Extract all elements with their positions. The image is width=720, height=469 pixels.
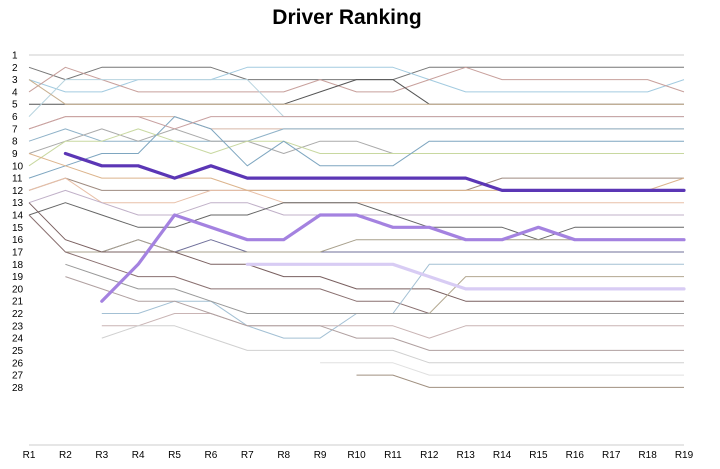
y-tick-label: 27 [12, 371, 24, 382]
highlight-series-line-1 [63, 151, 686, 192]
background-series-line-28 [28, 116, 684, 130]
background-series-line-14 [28, 202, 684, 241]
x-tick-label: R18 [638, 450, 657, 461]
y-tick-label: 9 [12, 149, 18, 160]
y-tick-label: 18 [12, 260, 24, 271]
x-tick-label: R13 [456, 450, 475, 461]
y-tick-label: 12 [12, 186, 24, 197]
x-tick-label: R4 [132, 450, 145, 461]
background-series-line-10 [28, 116, 684, 179]
y-tick-label: 25 [12, 346, 24, 357]
background-series-line-17 [28, 202, 684, 302]
background-series-line-1 [28, 66, 684, 81]
x-tick-label: R3 [95, 450, 108, 461]
y-tick-label: 6 [12, 112, 18, 123]
y-tick-label: 1 [12, 51, 18, 62]
x-tick-label: R7 [241, 450, 254, 461]
x-tick-label: R5 [168, 450, 181, 461]
x-tick-label: R19 [675, 450, 694, 461]
background-series-line-21 [65, 263, 684, 314]
y-tick-label: 24 [12, 334, 24, 345]
x-tick-label: R9 [314, 450, 327, 461]
background-series-line-26 [356, 374, 684, 388]
x-tick-label: R10 [347, 450, 366, 461]
background-series-line-27 [28, 79, 684, 105]
y-tick-label: 26 [12, 358, 24, 369]
background-series-line-25 [320, 362, 684, 376]
x-tick-label: R8 [277, 450, 290, 461]
y-tick-label: 22 [12, 309, 24, 320]
y-tick-label: 4 [12, 87, 18, 98]
y-tick-label: 8 [12, 137, 18, 148]
grid-lines [29, 54, 684, 446]
background-series-line-7 [28, 128, 684, 142]
y-tick-label: 14 [12, 211, 24, 222]
background-series-line-5 [28, 79, 684, 118]
background-series-group [28, 66, 685, 388]
y-tick-label: 17 [12, 247, 24, 258]
y-tick-label: 2 [12, 63, 18, 74]
y-tick-label: 10 [12, 161, 24, 172]
background-series-line-24 [428, 276, 684, 314]
highlight-series-line-2 [100, 213, 686, 303]
background-series-line-15 [101, 239, 684, 253]
highlight-series-line-3 [245, 262, 686, 291]
y-tick-label: 20 [12, 284, 24, 295]
background-series-line-22 [65, 276, 684, 351]
background-series-line-9 [28, 128, 684, 167]
background-series-line-16 [65, 239, 684, 253]
background-series-line-6 [28, 116, 684, 130]
x-tick-label: R12 [420, 450, 439, 461]
x-tick-label: R16 [566, 450, 585, 461]
y-tick-label: 16 [12, 235, 24, 246]
y-tick-label: 7 [12, 124, 18, 135]
x-tick-label: R11 [384, 450, 402, 461]
x-tick-label: R15 [529, 450, 548, 461]
y-tick-label: 5 [12, 100, 18, 111]
x-tick-label: R1 [23, 450, 36, 461]
background-series-line-20 [101, 313, 684, 339]
y-tick-label: 3 [12, 75, 18, 86]
y-tick-label: 28 [12, 383, 24, 394]
chart-title: Driver Ranking [272, 6, 421, 29]
x-axis-ticks: R1 R2 R3 R4 R5 R6 R7 R8 R9 R10 R11 R12 R13 R14 R15 R16 R… [23, 450, 694, 461]
x-tick-label: R6 [205, 450, 218, 461]
highlight-series-group [63, 151, 686, 303]
y-tick-label: 15 [12, 223, 24, 234]
background-series-line-23 [101, 325, 684, 364]
y-axis-ticks: 1234567891011121314151617181920212223242… [12, 51, 24, 394]
background-series-line-3 [28, 66, 685, 93]
x-tick-label: R14 [493, 450, 512, 461]
y-tick-label: 11 [12, 174, 23, 185]
background-series-line-29 [28, 153, 685, 191]
y-tick-label: 23 [12, 321, 24, 332]
x-tick-label: R2 [59, 450, 72, 461]
background-series-line-11 [28, 177, 684, 191]
y-tick-label: 13 [12, 198, 24, 209]
x-tick-label: R17 [602, 450, 621, 461]
y-tick-label: 19 [12, 272, 24, 283]
y-tick-label: 21 [12, 297, 24, 308]
